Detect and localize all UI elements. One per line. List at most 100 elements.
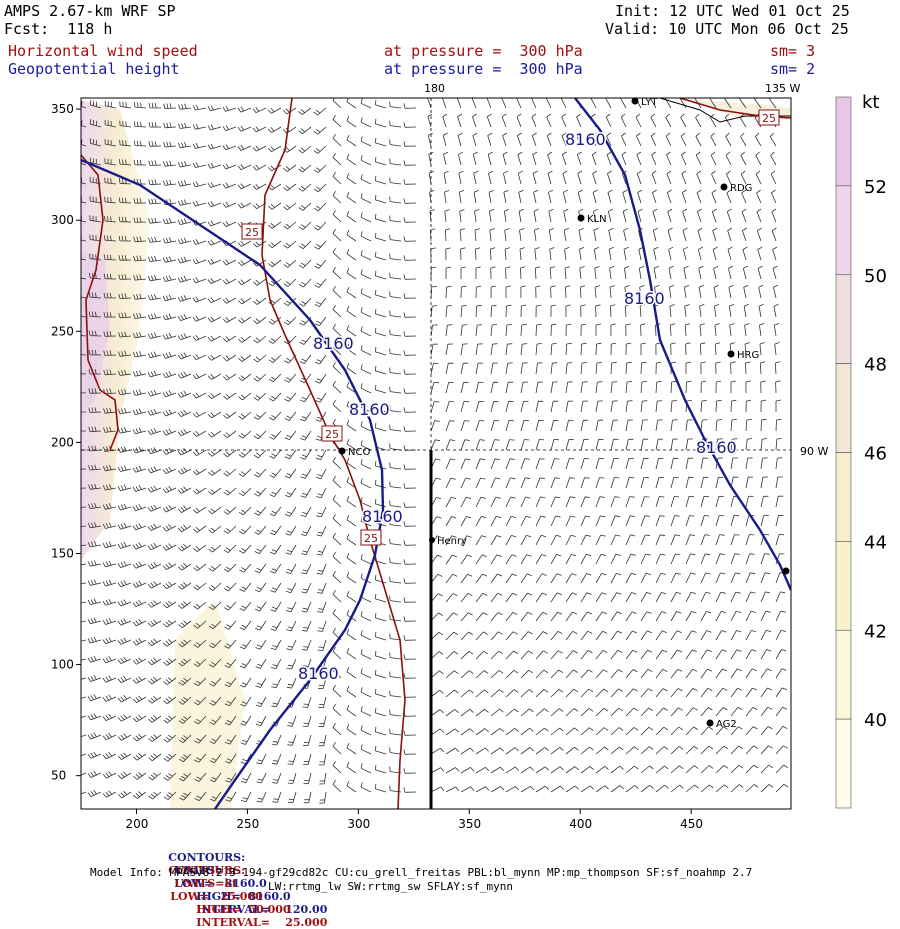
wind-barb [769, 132, 777, 147]
wind-barb [193, 639, 207, 648]
wind-barb [445, 343, 453, 356]
wind-barb [475, 612, 488, 622]
wind-barb [102, 675, 117, 683]
wind-barb [148, 141, 162, 147]
wind-barb [332, 779, 342, 793]
wind-barb [403, 559, 417, 565]
wind-barb [715, 361, 721, 375]
wind-barb [147, 600, 162, 608]
wind-barb [625, 707, 639, 717]
wind-barb [103, 445, 117, 452]
wind-barb [505, 304, 512, 318]
wind-barb [713, 284, 719, 299]
station-edge-marker [782, 567, 790, 575]
wind-barb [534, 247, 540, 261]
wind-barb [389, 709, 402, 717]
wind-barb [460, 689, 474, 698]
wind-barb [301, 601, 312, 613]
wind-barb [445, 670, 459, 679]
wind-barb [595, 323, 601, 336]
wind-barb [360, 421, 372, 432]
wind-barb [505, 515, 517, 527]
wind-barb [665, 132, 672, 147]
wind-barb [403, 597, 417, 603]
wind-barb [177, 333, 192, 341]
wind-barb [102, 713, 117, 721]
wind-barb [192, 449, 207, 457]
wind-barb [610, 765, 624, 774]
wind-barb [640, 765, 654, 774]
wind-barb [238, 525, 252, 535]
wind-barb [118, 197, 132, 204]
wind-barb [546, 113, 552, 128]
wind-barb [655, 572, 666, 584]
wind-barb [430, 401, 440, 413]
wind-barb [475, 708, 489, 717]
wind-barb [655, 342, 661, 356]
wind-barb [375, 707, 387, 717]
wind-barb [87, 636, 102, 644]
wind-barb [595, 669, 608, 679]
wind-barb [774, 342, 780, 356]
wind-barb [238, 468, 252, 477]
wind-barb [700, 784, 714, 793]
wind-barb [773, 323, 780, 337]
wind-barb [640, 419, 648, 432]
wind-barb [490, 362, 498, 375]
wind-barb [403, 312, 417, 318]
wind-barb [595, 611, 607, 622]
wind-barb [267, 126, 282, 133]
wind-barb [593, 227, 599, 242]
wind-barb [237, 259, 252, 266]
wind-barb [445, 554, 458, 565]
wind-barb [360, 117, 372, 128]
plot-frame [80, 97, 792, 810]
wind-barb [505, 535, 517, 546]
wind-barb [132, 504, 147, 512]
wind-barb [403, 350, 417, 356]
wind-barb [332, 646, 342, 660]
wind-barb [595, 496, 605, 508]
wind-barb [520, 400, 529, 413]
wind-barb [700, 419, 708, 432]
wind-barb [535, 419, 544, 432]
y-tick-label: 250 [51, 324, 74, 338]
wind-barb [375, 783, 387, 793]
wind-barb [576, 151, 582, 166]
wind-barb [346, 382, 357, 394]
wind-barb [332, 532, 342, 546]
wind-barb [458, 190, 465, 204]
wind-barb [208, 506, 222, 515]
wind-barb [284, 392, 297, 402]
wind-barb [286, 677, 297, 689]
wind-barb [445, 266, 452, 280]
wind-barb [475, 786, 490, 793]
wind-barb [269, 506, 282, 517]
wind-barb [531, 113, 537, 128]
wind-barb [403, 160, 417, 166]
wind-barb [577, 170, 583, 185]
wind-barb [685, 726, 699, 736]
wind-barb [685, 630, 697, 641]
wind-barb [565, 746, 579, 755]
wind-barb [430, 747, 445, 755]
wind-barb [162, 332, 177, 340]
colorbar-tick-label: 42 [864, 621, 887, 642]
wind-barb [715, 707, 728, 717]
wind-barb [117, 503, 132, 511]
wind-barb [475, 477, 486, 489]
wind-barb [375, 308, 387, 318]
wind-barb [505, 420, 515, 432]
wind-barb [580, 400, 588, 413]
wind-barb [225, 734, 237, 745]
wind-barb [490, 708, 504, 717]
wind-barb [475, 401, 484, 413]
wind-barb [87, 674, 102, 682]
wind-barb [550, 381, 558, 394]
wind-barb [430, 767, 445, 774]
wind-barb [475, 285, 482, 299]
wind-barb [147, 466, 162, 474]
wind-barb [445, 496, 457, 508]
wind-barb [565, 477, 575, 489]
wind-barb [650, 132, 657, 147]
